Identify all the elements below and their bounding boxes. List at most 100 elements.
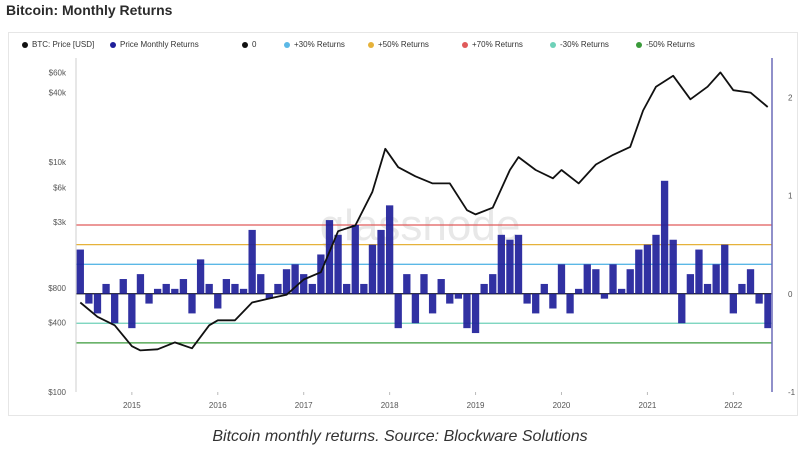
return-bar — [600, 293, 609, 299]
return-bar — [196, 259, 205, 294]
return-bar — [385, 205, 394, 294]
y-left-tick-label: $800 — [48, 284, 66, 293]
return-bar — [514, 234, 523, 294]
legend-label: -50% Returns — [646, 40, 695, 49]
return-bar — [325, 220, 334, 294]
return-bar — [712, 264, 720, 294]
return-bar — [764, 293, 772, 329]
return-bar — [540, 283, 548, 294]
y-right-tick-label: 0 — [788, 290, 793, 299]
return-bar — [265, 293, 273, 299]
return-bar — [93, 293, 102, 314]
legend-label: BTC: Price [USD] — [32, 40, 95, 49]
return-bar — [437, 279, 445, 294]
return-bar — [222, 279, 231, 294]
return-bar — [317, 254, 325, 294]
legend-swatch — [110, 41, 116, 48]
return-bar — [274, 283, 282, 294]
legend-swatch — [636, 41, 642, 48]
return-bar — [686, 274, 695, 294]
return-bar — [746, 269, 755, 294]
return-bar — [351, 225, 359, 294]
return-bar — [592, 269, 600, 294]
return-bar — [738, 283, 746, 294]
return-bar — [308, 283, 316, 294]
x-tick-label: 2018 — [381, 401, 399, 410]
legend-swatch — [550, 41, 556, 48]
return-bar — [549, 293, 557, 309]
return-bar — [291, 264, 299, 294]
return-bar — [403, 274, 411, 294]
legend-item[interactable]: -30% Returns — [550, 40, 609, 49]
return-bar — [248, 229, 256, 294]
return-bar — [420, 274, 428, 294]
return-bar — [635, 249, 643, 294]
return-bar — [695, 249, 703, 294]
return-bar — [446, 293, 454, 304]
return-bar — [703, 283, 712, 294]
y-right-tick-label: -1 — [788, 388, 796, 397]
y-left-tick-label: $3k — [53, 218, 67, 227]
return-bar — [257, 274, 265, 294]
return-bar — [755, 293, 763, 304]
return-bar — [136, 274, 145, 294]
x-tick-label: 2017 — [295, 401, 313, 410]
return-bar — [188, 293, 196, 314]
return-bar — [162, 283, 170, 294]
x-tick-label: 2020 — [553, 401, 571, 410]
return-bar — [360, 283, 368, 294]
return-bar — [214, 293, 222, 309]
legend-item[interactable]: Price Monthly Returns — [110, 40, 199, 49]
return-bar — [334, 234, 342, 294]
x-tick-label: 2019 — [467, 401, 485, 410]
price-line — [79, 71, 769, 352]
legend-item[interactable]: +50% Returns — [368, 40, 429, 49]
return-bar — [523, 293, 531, 304]
return-bar — [463, 293, 471, 329]
return-bar — [609, 264, 617, 294]
x-tick-label: 2016 — [209, 401, 227, 410]
return-bar — [721, 244, 729, 294]
legend-item[interactable]: -50% Returns — [636, 40, 695, 49]
return-bar — [394, 293, 402, 329]
return-bar — [566, 293, 574, 314]
legend-item[interactable]: BTC: Price [USD] — [22, 40, 94, 49]
y-right-tick-label: 1 — [788, 192, 793, 201]
legend-label: 0 — [252, 40, 257, 49]
return-bar — [652, 234, 660, 294]
return-bar — [428, 293, 437, 314]
legend-item[interactable]: +30% Returns — [284, 40, 345, 49]
legend-swatch — [462, 41, 468, 48]
legend-swatch — [284, 41, 290, 48]
return-bar — [119, 279, 127, 294]
return-bar — [729, 293, 737, 314]
return-bar — [145, 293, 153, 304]
return-bar — [171, 288, 179, 294]
return-bar — [480, 283, 488, 294]
return-bar — [231, 283, 239, 294]
return-bar — [497, 234, 505, 294]
legend-item[interactable]: +70% Returns — [462, 40, 523, 49]
return-bar — [454, 293, 463, 299]
return-bar — [368, 244, 377, 294]
return-bar — [583, 264, 591, 294]
y-left-tick-label: $40k — [49, 89, 67, 98]
return-bar — [282, 269, 291, 294]
return-bar — [102, 283, 110, 294]
return-bar — [471, 293, 480, 334]
return-bar — [239, 288, 248, 294]
return-bar — [377, 229, 385, 294]
price-line-path — [79, 71, 769, 352]
return-bar — [111, 293, 119, 324]
y-left-tick-label: $60k — [49, 68, 67, 77]
legend-label: Price Monthly Returns — [120, 40, 199, 49]
legend-label: +70% Returns — [472, 40, 523, 49]
chart-title: Bitcoin: Monthly Returns — [6, 2, 173, 18]
y-right-tick-label: 2 — [788, 93, 793, 102]
legend-label: +30% Returns — [294, 40, 345, 49]
returns-bars — [76, 180, 772, 334]
y-left-tick-label: $10k — [49, 158, 67, 167]
legend-item[interactable]: 0 — [242, 40, 256, 49]
y-left-tick-label: $100 — [48, 388, 66, 397]
